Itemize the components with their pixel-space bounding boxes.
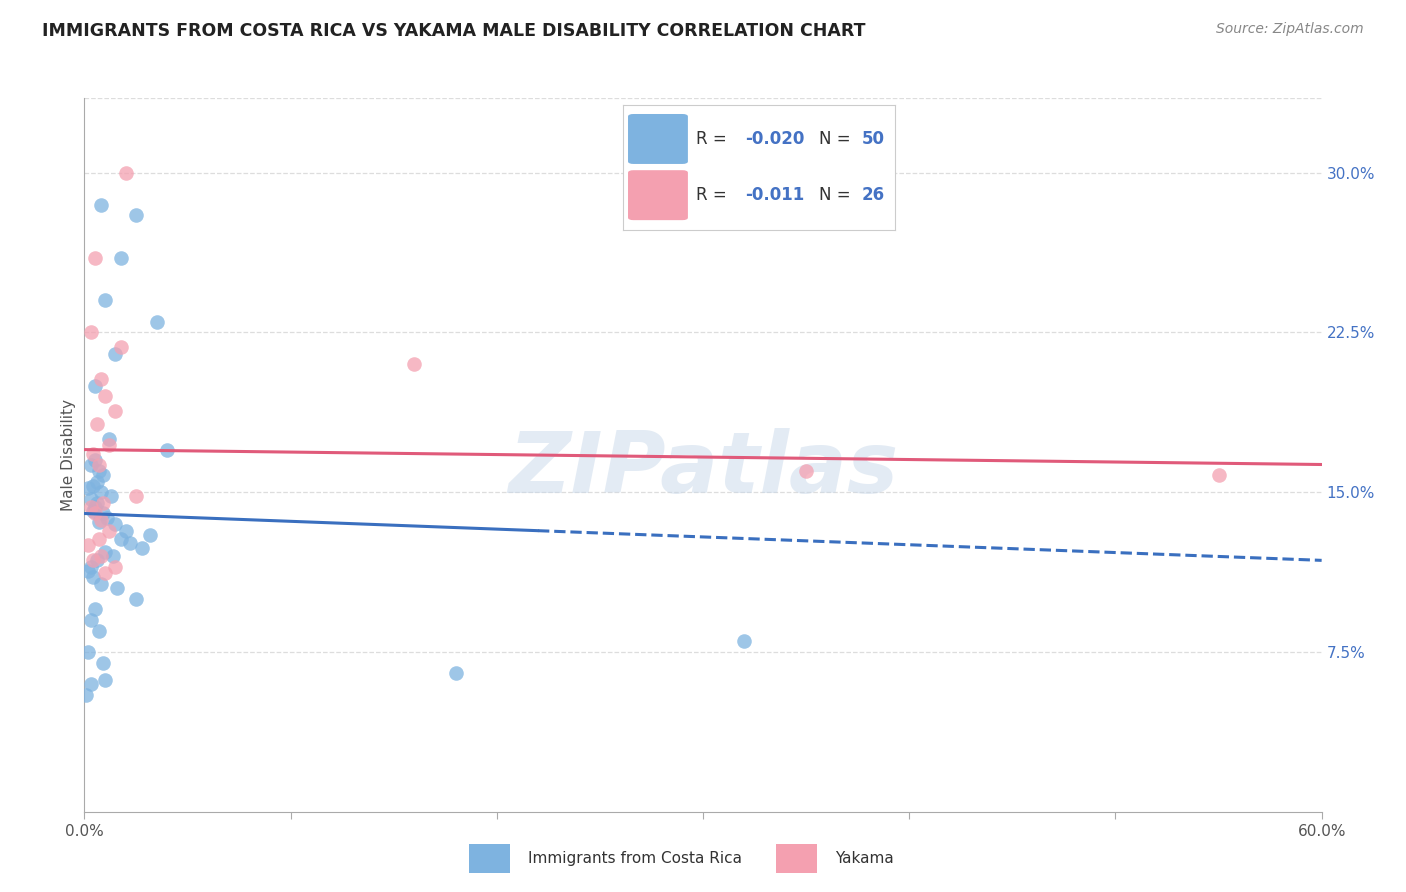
Point bbox=[90, 549, 112, 563]
Point bbox=[110, 251, 132, 265]
Point bbox=[87, 624, 110, 638]
Point bbox=[79, 458, 101, 472]
Point bbox=[125, 591, 148, 606]
Point bbox=[83, 251, 105, 265]
Point bbox=[94, 673, 117, 687]
FancyBboxPatch shape bbox=[470, 844, 510, 873]
Point bbox=[91, 468, 114, 483]
Point bbox=[114, 166, 136, 180]
Text: Immigrants from Costa Rica: Immigrants from Costa Rica bbox=[529, 851, 742, 866]
Point bbox=[77, 645, 100, 659]
Point bbox=[125, 208, 148, 222]
Point bbox=[83, 602, 105, 616]
Point bbox=[82, 504, 104, 518]
Point bbox=[90, 513, 112, 527]
Point bbox=[118, 536, 141, 550]
Point bbox=[139, 528, 162, 542]
Point bbox=[87, 532, 110, 546]
Point bbox=[100, 490, 122, 504]
Point bbox=[104, 517, 127, 532]
Point bbox=[103, 549, 125, 563]
Point bbox=[444, 666, 467, 681]
Point bbox=[105, 581, 128, 595]
Point bbox=[83, 453, 105, 467]
Point bbox=[104, 404, 127, 418]
Point bbox=[104, 347, 127, 361]
Point bbox=[90, 485, 112, 500]
Point bbox=[90, 197, 112, 211]
Point bbox=[79, 559, 101, 574]
Point bbox=[79, 677, 101, 691]
Point bbox=[96, 510, 118, 524]
Point bbox=[114, 524, 136, 538]
Point bbox=[86, 553, 108, 567]
Point bbox=[110, 532, 132, 546]
Point bbox=[98, 438, 121, 452]
Point bbox=[77, 564, 100, 578]
Point bbox=[77, 538, 100, 552]
Point bbox=[125, 490, 148, 504]
Text: Yakama: Yakama bbox=[835, 851, 894, 866]
Point bbox=[98, 432, 121, 446]
Point bbox=[90, 372, 112, 386]
Point bbox=[75, 688, 97, 702]
Point bbox=[82, 553, 104, 567]
Text: IMMIGRANTS FROM COSTA RICA VS YAKAMA MALE DISABILITY CORRELATION CHART: IMMIGRANTS FROM COSTA RICA VS YAKAMA MAL… bbox=[42, 22, 866, 40]
Point bbox=[79, 613, 101, 627]
Point bbox=[91, 656, 114, 670]
Point bbox=[91, 496, 114, 510]
FancyBboxPatch shape bbox=[776, 844, 817, 873]
Point bbox=[733, 634, 755, 648]
Point bbox=[156, 442, 179, 457]
Point bbox=[87, 464, 110, 478]
Point bbox=[87, 515, 110, 529]
Point bbox=[794, 464, 817, 478]
Point bbox=[86, 417, 108, 431]
Point bbox=[82, 447, 104, 461]
Point bbox=[1208, 468, 1230, 483]
Point bbox=[79, 500, 101, 515]
Point bbox=[82, 570, 104, 584]
Point bbox=[145, 315, 167, 329]
Point bbox=[86, 475, 108, 489]
Point bbox=[87, 458, 110, 472]
Point bbox=[77, 481, 100, 495]
Point bbox=[91, 507, 114, 521]
Point bbox=[404, 358, 426, 372]
Y-axis label: Male Disability: Male Disability bbox=[60, 399, 76, 511]
Point bbox=[104, 559, 127, 574]
Point bbox=[79, 491, 101, 506]
Point bbox=[83, 378, 105, 392]
Point bbox=[110, 340, 132, 354]
Point bbox=[98, 524, 121, 538]
Point bbox=[86, 496, 108, 510]
Text: ZIPatlas: ZIPatlas bbox=[508, 427, 898, 511]
Point bbox=[94, 545, 117, 559]
Point bbox=[82, 479, 104, 493]
Point bbox=[83, 507, 105, 521]
Point bbox=[90, 576, 112, 591]
Point bbox=[94, 293, 117, 308]
Point bbox=[79, 326, 101, 340]
Point bbox=[131, 541, 153, 555]
Point bbox=[94, 389, 117, 403]
Point bbox=[83, 500, 105, 515]
Point bbox=[94, 566, 117, 581]
Text: Source: ZipAtlas.com: Source: ZipAtlas.com bbox=[1216, 22, 1364, 37]
